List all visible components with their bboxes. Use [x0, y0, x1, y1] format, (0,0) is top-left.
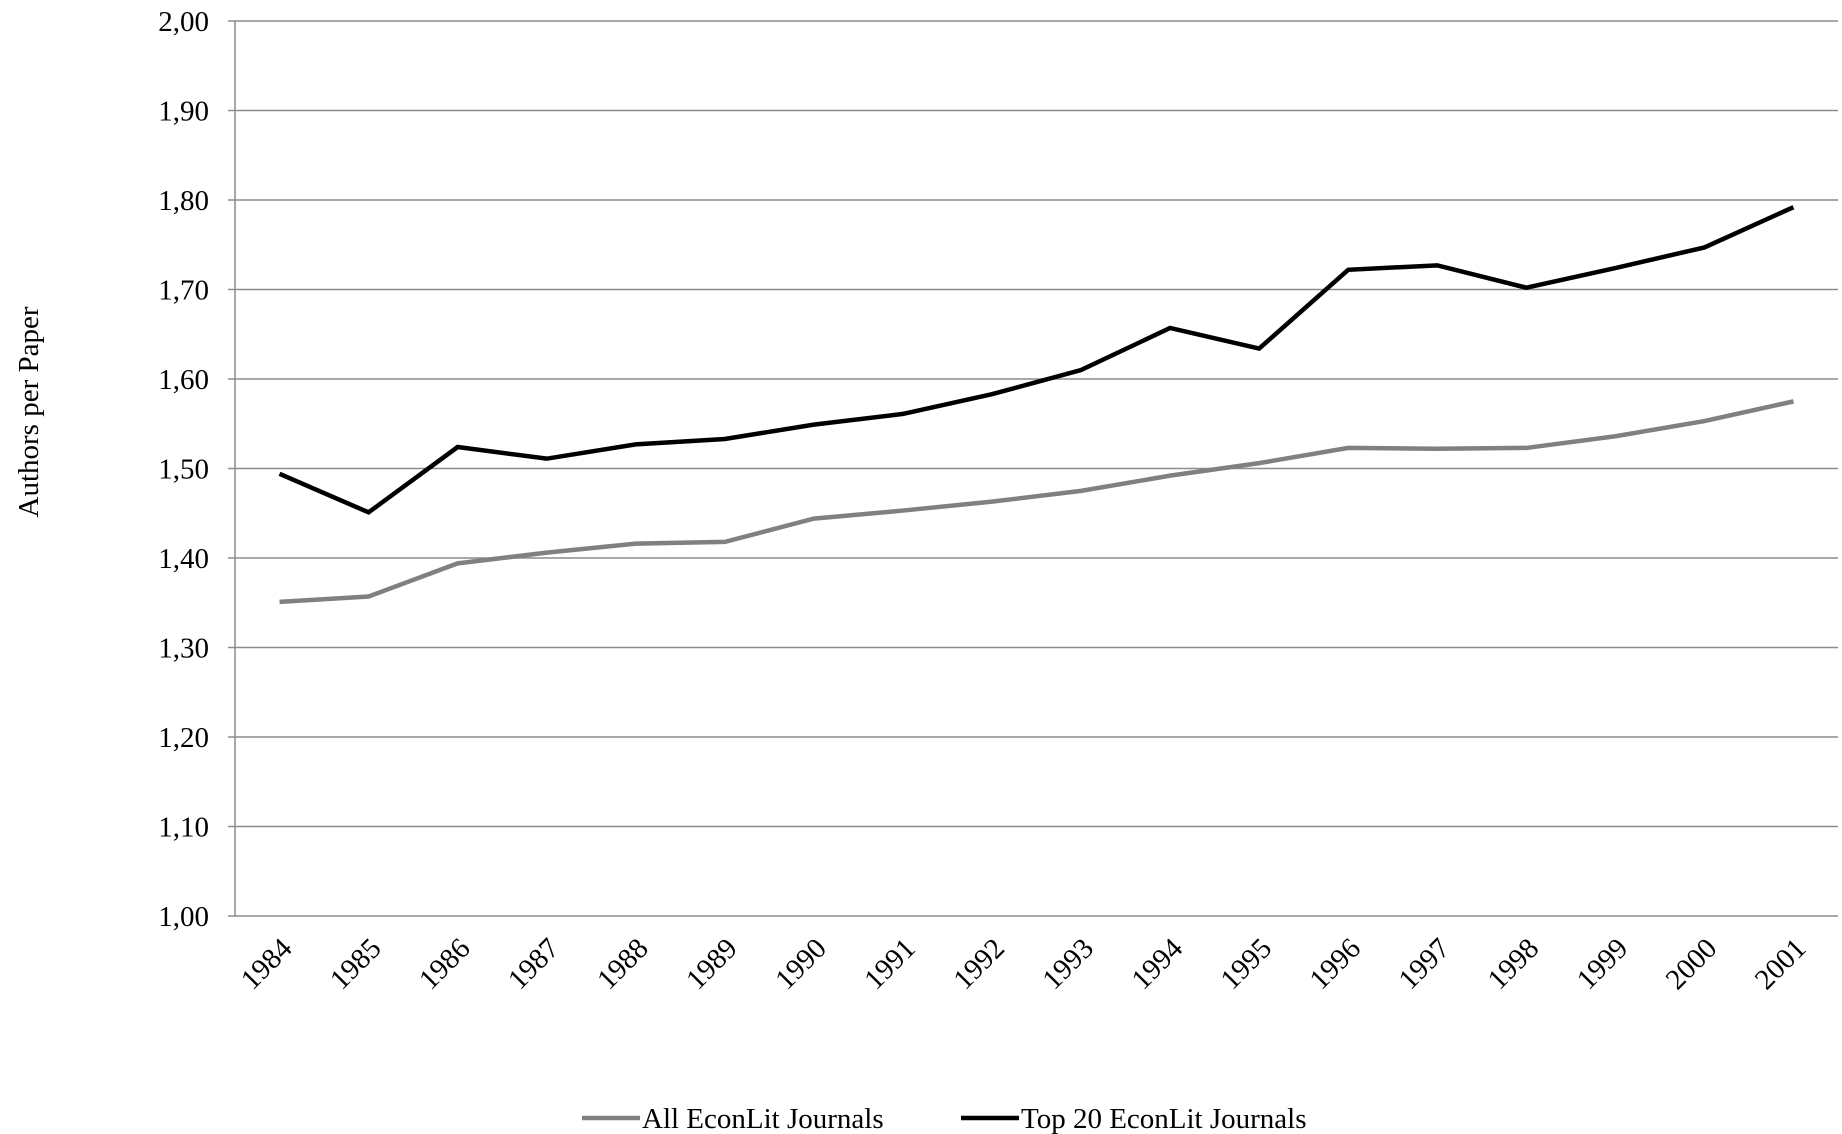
series-line-0: [279, 399, 1794, 605]
y-tick-label: 1,70: [158, 275, 209, 307]
y-tick-label: 2,00: [158, 6, 209, 38]
x-tick-label: 2000: [1660, 932, 1724, 996]
y-tick-label: 1,60: [158, 364, 209, 396]
y-tick-labels: 1,00 1,10 1,20 1,30 1,40 1,50 1,60 1,70 1,80 1,90…: [158, 6, 209, 933]
x-tick-label: 1989: [680, 932, 744, 996]
x-tick-label: 1997: [1393, 932, 1457, 996]
legend: All EconLit Journals Top 20 EconLit Journ…: [582, 1103, 1307, 1134]
y-tick-label: 1,00: [158, 901, 209, 933]
x-tick-label: 1991: [858, 932, 922, 996]
legend-label-1: Top 20 EconLit Journals: [1021, 1103, 1307, 1134]
series-line-1: [278, 205, 1795, 515]
y-tick-label: 1,90: [158, 96, 209, 128]
series-lines: [278, 205, 1795, 605]
y-tick-label: 1,10: [158, 812, 209, 844]
axes: [228, 20, 236, 917]
x-tick-label: 2001: [1749, 932, 1813, 996]
gridlines: [235, 20, 1838, 917]
legend-label-0: All EconLit Journals: [642, 1103, 884, 1134]
y-axis-title: Authors per Paper: [13, 306, 45, 517]
x-tick-label: 1986: [413, 932, 477, 996]
x-tick-label: 1990: [769, 932, 833, 996]
x-tick-label: 1992: [947, 932, 1011, 996]
x-tick-label: 1988: [591, 932, 655, 996]
x-tick-labels: 1984 1985 1986 1987 1988 1989 1990 1991 1992 1993…: [235, 932, 1813, 996]
y-tick-label: 1,80: [158, 185, 209, 217]
x-tick-label: 1993: [1036, 932, 1100, 996]
x-tick-label: 1994: [1125, 932, 1189, 996]
y-tick-label: 1,30: [158, 633, 209, 665]
y-tick-label: 1,20: [158, 722, 209, 754]
y-tick-label: 1,50: [158, 454, 209, 486]
x-tick-label: 1995: [1214, 932, 1278, 996]
x-tick-label: 1998: [1482, 932, 1546, 996]
x-tick-label: 1999: [1571, 932, 1635, 996]
x-tick-label: 1984: [235, 932, 299, 996]
y-tick-label: 1,40: [158, 543, 209, 575]
x-tick-label: 1987: [502, 932, 566, 996]
x-tick-label: 1985: [324, 932, 388, 996]
x-tick-label: 1996: [1304, 932, 1368, 996]
